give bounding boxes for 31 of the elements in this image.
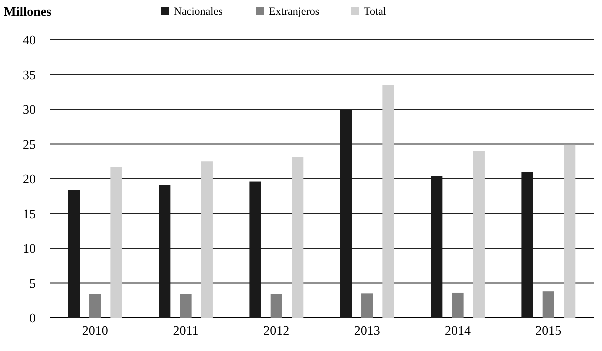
y-tick-label: 15 [23, 206, 36, 222]
x-tick-label: 2011 [173, 323, 199, 338]
bar [90, 294, 102, 318]
bar [362, 294, 374, 318]
x-tick-label: 2015 [536, 323, 562, 338]
bar [201, 162, 213, 318]
bar [270, 294, 282, 318]
legend-label: Total [364, 6, 386, 18]
bar [110, 167, 122, 318]
x-tick-label: 2013 [354, 323, 380, 338]
legend-label: Extranjeros [269, 6, 320, 18]
y-tick-label: 10 [23, 241, 36, 256]
x-tick-label: 2012 [264, 323, 290, 338]
y-tick-label: 25 [23, 136, 36, 152]
y-tick-label: 40 [23, 32, 36, 48]
y-tick-label: 5 [30, 276, 36, 291]
bar [452, 292, 464, 318]
x-tick-label: 2010 [82, 323, 108, 338]
x-tick-label: 2014 [445, 323, 472, 338]
bar [382, 85, 394, 318]
bar [564, 144, 576, 318]
y-tick-label: 20 [23, 172, 36, 187]
legend-label: Nacionales [174, 6, 223, 18]
y-tick-label: 0 [30, 310, 36, 326]
bar [473, 151, 485, 318]
y-tick-label: 30 [23, 102, 36, 118]
y-tick-label: 35 [23, 67, 36, 82]
y-axis-title: Millones [4, 4, 52, 19]
bar [542, 292, 554, 318]
bar [180, 294, 192, 318]
bar [292, 157, 304, 318]
